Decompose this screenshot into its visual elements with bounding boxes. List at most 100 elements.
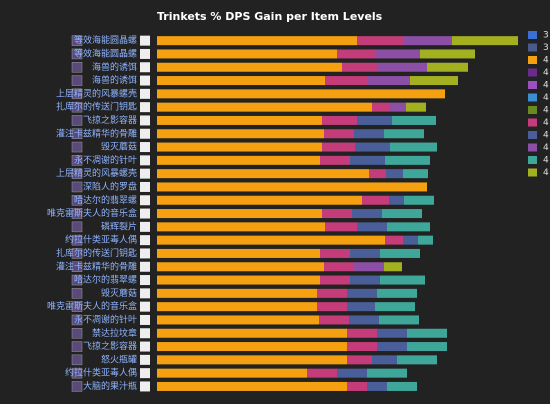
item-badge [140, 102, 150, 113]
item-icon [71, 248, 83, 259]
bar-segment [404, 195, 434, 205]
y-tick-label: 深陷人的罗盘 [83, 180, 137, 192]
bar-segment [317, 302, 347, 312]
item-badge [140, 261, 150, 272]
item-badge [140, 341, 150, 352]
bar-segment [392, 115, 436, 125]
bar-segment [406, 102, 426, 112]
bar-segment [385, 235, 403, 245]
item-badge [140, 75, 150, 86]
legend-label: 4 [543, 118, 549, 128]
item-badge [140, 301, 150, 312]
bar-segment [384, 262, 402, 272]
bar-segment [354, 129, 384, 139]
y-tick-label: 唯克雷斯夫人的音乐盒 [47, 300, 137, 312]
bar-segment [389, 195, 404, 205]
item-badge [140, 62, 150, 73]
item-badge [140, 354, 150, 365]
y-tick-label: 等效海能圆晶螺 [74, 47, 137, 59]
item-badge [140, 35, 150, 46]
bar-segment [157, 315, 319, 325]
y-tick-label: 磷辉裂片 [101, 220, 137, 232]
legend-swatch [528, 93, 537, 102]
bar-segment [342, 62, 377, 72]
y-tick-label: 永不凋谢的针叶 [74, 313, 137, 325]
bar-segment [380, 275, 425, 285]
bar-segment [347, 328, 377, 338]
y-tick-label: 毁灭蘑菇 [101, 287, 137, 299]
bar-segment [319, 315, 349, 325]
item-icon [71, 62, 83, 73]
item-icon [71, 288, 83, 299]
bar-segment [387, 381, 417, 391]
bar-segment [157, 36, 357, 46]
y-tick-label: 飞掠之影容器 [83, 340, 137, 352]
bar-segment [157, 342, 347, 352]
item-badge [140, 88, 150, 99]
y-tick-label: 唯克雷斯夫人的音乐盒 [47, 207, 137, 219]
bar-segment [379, 315, 419, 325]
item-icon [71, 141, 83, 153]
bar-segment [357, 115, 392, 125]
bar-segment [337, 368, 367, 378]
item-icon [71, 75, 83, 86]
bar-segment [320, 275, 350, 285]
bar-segment [322, 142, 355, 152]
item-badge [140, 368, 150, 379]
item-icon [71, 208, 83, 219]
item-icon [71, 367, 83, 379]
item-badge [140, 128, 150, 139]
bar-segment [322, 209, 352, 219]
item-icon [71, 48, 83, 60]
bar-segment [324, 262, 354, 272]
bar-segment [320, 248, 350, 258]
y-tick-label: 灌注卡兹精华的骨雕 [56, 127, 137, 139]
item-icon [71, 181, 83, 193]
legend-swatch [528, 43, 537, 52]
item-badge [140, 115, 150, 126]
bar-segment [157, 381, 347, 391]
bar-segment [375, 302, 415, 312]
bar-segment [347, 381, 367, 391]
bar-segment [347, 288, 377, 298]
bar-segment [357, 36, 403, 46]
legend-swatch [528, 156, 537, 164]
bar-segment [325, 76, 368, 86]
item-badge [140, 208, 150, 219]
legend-label: 4 [543, 81, 549, 91]
item-icon [71, 195, 83, 206]
item-icon [71, 155, 83, 166]
y-tick-label: 禁达拉坟章 [92, 327, 137, 339]
legend-swatch [528, 118, 537, 127]
bar-segment [157, 76, 325, 86]
item-badge [140, 288, 150, 299]
y-tick-label: 怒火瓶罐 [101, 353, 137, 365]
y-tick-label: 上层精灵的风暴螺壳 [56, 167, 137, 179]
item-icon [71, 168, 83, 179]
legend-swatch [528, 168, 537, 177]
bar-segment [157, 182, 427, 192]
bar-segment [157, 209, 322, 219]
bar-segment [377, 288, 417, 298]
bar-segment [157, 222, 325, 232]
bar-segment [347, 302, 375, 312]
bar-segment [322, 115, 357, 125]
item-icon [71, 328, 83, 339]
bar-segment [377, 342, 407, 352]
legend-label: 4 [543, 68, 549, 78]
item-badge [140, 221, 150, 232]
item-icon [71, 314, 83, 326]
item-icon [71, 234, 83, 246]
y-tick-label: 海兽的诱饵 [92, 61, 137, 73]
bar-segment [387, 222, 430, 232]
bar-segment [157, 49, 337, 59]
bar-segment [352, 209, 382, 219]
legend-label: 4 [543, 93, 549, 103]
item-badge [140, 142, 150, 153]
y-tick-label: 约拉什类亚毒人偶 [65, 234, 137, 246]
bar-segment [337, 49, 375, 59]
y-tick-label: 哈达尔的翡翠螺 [74, 194, 137, 206]
bar-segment [157, 169, 369, 179]
item-icon [71, 101, 83, 113]
bar-segment [157, 288, 317, 298]
